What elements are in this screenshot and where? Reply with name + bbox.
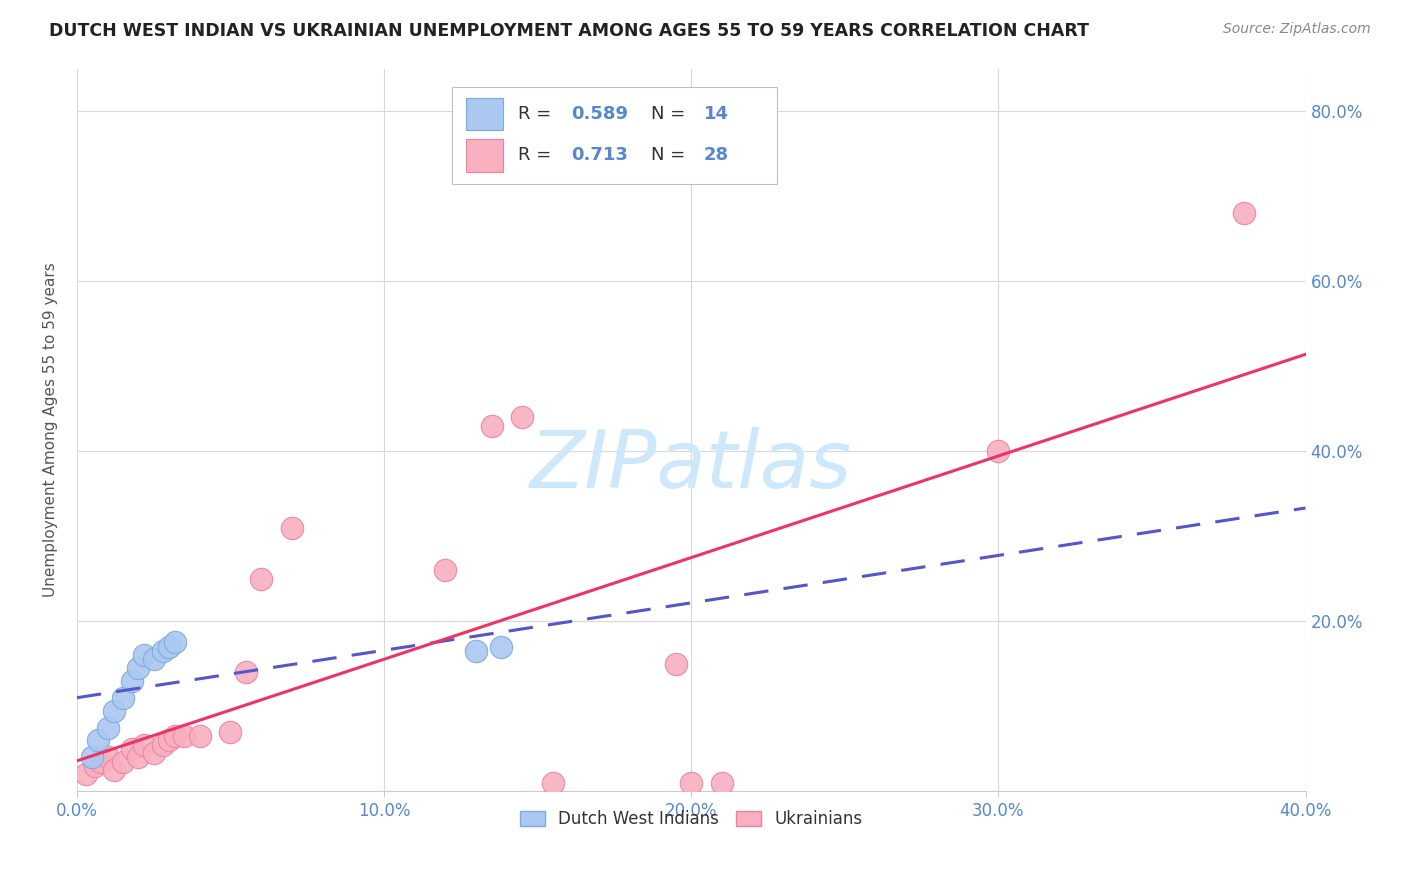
Text: DUTCH WEST INDIAN VS UKRAINIAN UNEMPLOYMENT AMONG AGES 55 TO 59 YEARS CORRELATIO: DUTCH WEST INDIAN VS UKRAINIAN UNEMPLOYM… [49,22,1090,40]
Point [665,657,688,671]
Point [481,418,503,433]
Point [235,665,257,680]
Point [97,750,120,764]
Point [142,652,165,666]
Point [90,755,112,769]
Point [152,644,174,658]
Point [157,640,180,654]
Text: 0.589: 0.589 [571,105,628,123]
Point [142,746,165,760]
Point [127,750,149,764]
Point [465,644,488,658]
Point [121,741,143,756]
Point [173,729,195,743]
Point [219,724,242,739]
Point [157,733,180,747]
Point [165,729,187,743]
Point [250,572,273,586]
Text: 14: 14 [703,105,728,123]
Y-axis label: Unemployment Among Ages 55 to 59 years: Unemployment Among Ages 55 to 59 years [44,262,58,598]
FancyBboxPatch shape [467,139,503,171]
Point [434,563,457,577]
Point [87,733,110,747]
Point [134,648,156,663]
Point [103,704,125,718]
Point [510,410,533,425]
Point [541,776,564,790]
Point [111,690,134,705]
Text: 28: 28 [703,146,728,164]
FancyBboxPatch shape [467,98,503,130]
Point [121,673,143,688]
Point [152,738,174,752]
Point [134,738,156,752]
Text: Source: ZipAtlas.com: Source: ZipAtlas.com [1223,22,1371,37]
Point [188,729,211,743]
Point [1233,206,1256,220]
Point [84,758,107,772]
Point [103,763,125,777]
Text: R =: R = [517,146,557,164]
Text: N =: N = [651,146,690,164]
Point [710,776,733,790]
Point [987,444,1010,458]
Point [127,661,149,675]
Text: R =: R = [517,105,557,123]
Point [97,721,120,735]
Point [165,635,187,649]
Point [281,521,304,535]
Point [75,767,97,781]
Text: ZIPatlas: ZIPatlas [530,427,852,505]
FancyBboxPatch shape [451,87,778,184]
Point [489,640,512,654]
Point [111,755,134,769]
Legend: Dutch West Indians, Ukrainians: Dutch West Indians, Ukrainians [513,804,869,835]
Text: 0.713: 0.713 [571,146,627,164]
Text: N =: N = [651,105,690,123]
Point [681,776,703,790]
Point [82,750,104,764]
